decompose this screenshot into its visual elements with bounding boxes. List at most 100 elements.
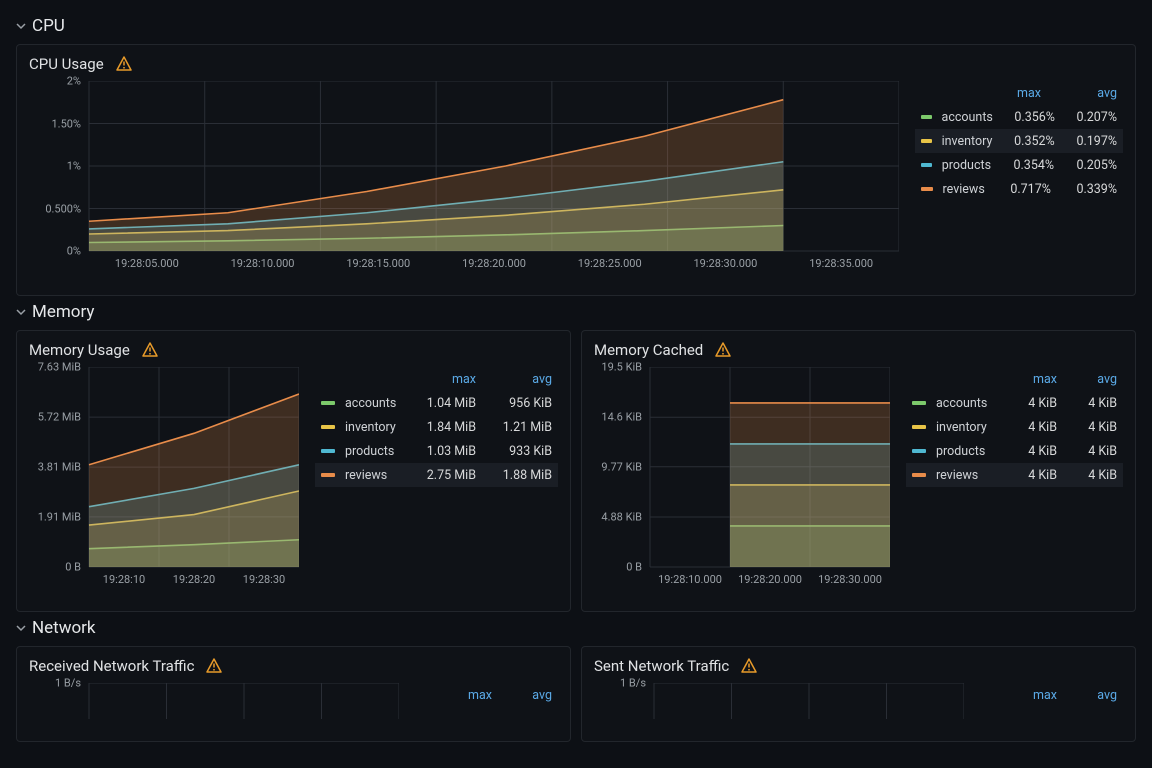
legend-series-name: products [942,158,991,173]
legend-row[interactable]: products4 KiB4 KiB [906,439,1123,463]
legend-col-max[interactable]: max [1017,372,1057,387]
legend-swatch [912,425,926,429]
legend-row[interactable]: products 1.03 MiB 933 KiB [315,439,558,463]
chevron-down-icon [16,21,26,31]
legend-swatch [921,139,932,143]
legend-value-max: 0.356% [1013,110,1055,125]
warning-icon[interactable] [142,342,158,358]
y-axis-tick-label: 1.91 MiB [38,510,81,523]
legend-value-max: 0.354% [1011,158,1054,173]
legend-swatch [321,473,335,477]
legend-row[interactable]: accounts1.04 MiB956 KiB [315,391,558,415]
legend-col-max[interactable]: max [452,688,492,703]
panel-title-text: CPU Usage [29,55,104,73]
legend-col-avg[interactable]: avg [512,688,552,703]
y-axis-tick-label: 1.50% [51,117,81,130]
legend-value-avg: 0.205% [1074,158,1117,173]
legend-net-rx: max avg [415,683,558,707]
y-axis-tick-label: 2% [67,75,81,88]
legend-value-max: 4 KiB [1017,420,1057,435]
legend-swatch [921,115,932,119]
y-axis-tick-label: 0.500% [45,202,81,215]
x-axis-tick-label: 19:28:20 [173,573,215,586]
y-axis-tick-label: 3.81 MiB [38,461,81,474]
legend-value-avg: 0.339% [1071,182,1117,197]
section-label: Memory [32,302,94,322]
legend-col-avg[interactable]: avg [1061,86,1117,101]
legend-swatch [321,425,335,429]
legend-value-avg: 4 KiB [1077,420,1117,435]
legend-row[interactable]: inventory0.352%0.197% [915,129,1123,153]
chart-cpu-usage[interactable]: 0%0.500%1%1.50%2%19:28:05.00019:28:10.00… [29,81,899,275]
chart-net-tx[interactable]: 1 B/s [594,683,964,719]
legend-row[interactable]: inventory1.84 MiB1.21 MiB [315,415,558,439]
legend-value-max: 1.84 MiB [420,420,476,435]
legend-col-max[interactable]: max [420,372,476,387]
x-axis-tick-label: 19:28:30 [243,573,285,586]
legend-value-max: 0.717% [1005,182,1051,197]
panel-title-text: Received Network Traffic [29,657,194,675]
legend-value-avg: 956 KiB [496,396,552,411]
legend-series-name: accounts [936,396,997,411]
legend-row[interactable]: accounts0.356%0.207% [915,105,1123,129]
legend-row[interactable]: reviews 0.717% 0.339% [915,177,1123,201]
legend-value-max: 1.03 MiB [420,444,476,459]
legend-row[interactable]: reviews4 KiB4 KiB [906,463,1123,487]
legend-value-avg: 933 KiB [496,444,552,459]
legend-series-name: reviews [943,182,985,197]
legend-col-max[interactable]: max [985,86,1041,101]
legend-col-avg[interactable]: avg [1077,688,1117,703]
x-axis-tick-label: 19:28:10 [103,573,145,586]
legend-value-max: 2.75 MiB [420,468,476,483]
warning-icon[interactable] [116,56,132,72]
panel-net-tx: Sent Network Traffic 1 B/s max avg [581,646,1136,742]
legend-value-avg: 4 KiB [1077,444,1117,459]
legend-swatch [321,449,335,453]
legend-swatch [321,401,335,405]
x-axis-tick-label: 19:28:15.000 [346,257,410,270]
legend-swatch [912,401,926,405]
legend-col-avg[interactable]: avg [1077,372,1117,387]
legend-series-name: reviews [936,468,997,483]
warning-icon[interactable] [741,658,757,674]
legend-memory-usage: max avg accounts1.04 MiB956 KiB inventory 1.… [315,367,558,487]
legend-col-avg[interactable]: avg [496,372,552,387]
legend-swatch [912,449,926,453]
legend-net-tx: max avg [980,683,1123,707]
legend-row[interactable]: inventory4 KiB4 KiB [906,415,1123,439]
section-label: CPU [32,16,65,36]
chart-net-rx[interactable]: 1 B/s [29,683,399,719]
chart-memory-cached[interactable]: 0 B4.88 KiB9.77 KiB14.6 KiB19.5 KiB19:28… [594,367,890,591]
legend-row[interactable]: reviews2.75 MiB1.88 MiB [315,463,558,487]
chevron-down-icon [16,623,26,633]
section-toggle-network[interactable]: Network [16,618,1136,638]
legend-series-name: inventory [345,420,400,435]
legend-memory-cached: maxavgaccounts4 KiB4 KiBinventory4 KiB4 … [906,367,1123,487]
x-axis-tick-label: 19:28:10.000 [658,573,722,586]
legend-series-name: accounts [942,110,993,125]
legend-row[interactable]: accounts4 KiB4 KiB [906,391,1123,415]
panel-title-text: Memory Usage [29,341,130,359]
legend-swatch [921,187,933,191]
x-axis-tick-label: 19:28:20.000 [462,257,526,270]
legend-value-avg: 4 KiB [1077,468,1117,483]
legend-series-name: reviews [345,468,400,483]
legend-series-name: products [345,444,400,459]
x-axis-tick-label: 19:28:10.000 [231,257,295,270]
chart-memory-usage[interactable]: 0 B1.91 MiB3.81 MiB5.72 MiB7.63 MiB19:28… [29,367,299,591]
x-axis-tick-label: 19:28:30.000 [818,573,882,586]
section-toggle-cpu[interactable]: CPU [16,16,1136,36]
legend-row[interactable]: products 0.354% 0.205% [915,153,1123,177]
legend-col-max[interactable]: max [1017,688,1057,703]
x-axis-tick-label: 19:28:30.000 [693,257,757,270]
panel-memory-cached: Memory Cached 0 B4.88 KiB9.77 KiB14.6 Ki… [581,330,1136,612]
y-axis-tick-label: 0 B [65,561,81,574]
legend-series-name: accounts [345,396,400,411]
warning-icon[interactable] [715,342,731,358]
section-toggle-memory[interactable]: Memory [16,302,1136,322]
warning-icon[interactable] [206,658,222,674]
x-axis-tick-label: 19:28:05.000 [115,257,179,270]
y-axis-tick-label: 1% [67,160,81,173]
y-axis-tick-label: 14.6 KiB [601,411,642,424]
y-axis-tick-label: 0 B [626,561,642,574]
